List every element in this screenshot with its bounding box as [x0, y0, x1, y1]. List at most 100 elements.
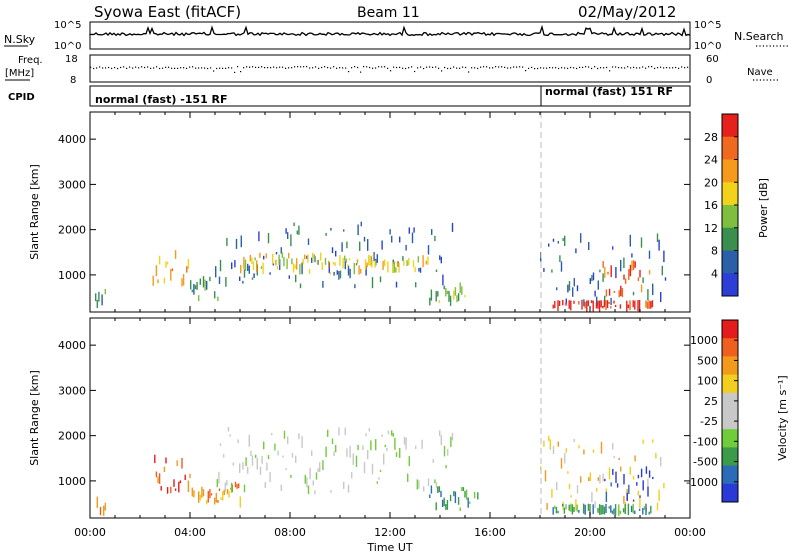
echo-cell: [623, 257, 625, 269]
echo-cell: [431, 229, 433, 235]
echo-cell: [206, 280, 208, 290]
freq-point: [360, 71, 362, 73]
freq-point: [297, 66, 299, 68]
freq-point: [657, 67, 659, 69]
echo-cell: [638, 508, 641, 511]
echo-cell: [255, 454, 257, 458]
colorbar-segment: [722, 320, 738, 339]
freq-point: [273, 66, 275, 68]
echo-cell: [552, 446, 555, 454]
echo-cell: [328, 260, 330, 269]
echo-cell: [622, 508, 625, 513]
echo-cell: [605, 491, 608, 503]
echo-cell: [439, 255, 441, 260]
echo-cell: [576, 485, 579, 494]
echo-cell: [629, 466, 631, 475]
echo-cell: [392, 262, 394, 274]
freq-point: [558, 67, 560, 70]
echo-cell: [176, 460, 178, 466]
echo-cell: [552, 238, 555, 242]
echo-cell: [589, 472, 591, 481]
freq-tick-top: 18: [65, 54, 78, 65]
freq-point: [504, 66, 506, 68]
echo-cell: [629, 234, 631, 247]
echo-cell: [224, 482, 226, 492]
echo-cell: [247, 466, 249, 474]
echo-cell: [202, 276, 205, 288]
freq-point: [375, 67, 377, 69]
echo-cell: [281, 252, 283, 258]
echo-cell: [639, 495, 641, 498]
colorbar-tick-label: 12: [704, 222, 718, 235]
echo-cell: [190, 280, 192, 290]
freq-point: [408, 67, 410, 69]
echo-cell: [259, 252, 261, 258]
echo-cell: [565, 448, 567, 453]
echo-cell: [398, 262, 400, 273]
freq-point: [636, 67, 638, 69]
echo-cell: [647, 486, 649, 497]
echo-cell: [231, 482, 233, 493]
echo-cell: [586, 300, 588, 312]
echo-cell: [204, 279, 206, 291]
echo-cell: [562, 238, 564, 241]
freq-point: [576, 67, 578, 70]
echo-cell: [600, 441, 603, 454]
echo-cell: [187, 480, 190, 493]
echo-cell: [624, 278, 627, 284]
freq-point: [336, 67, 338, 69]
echo-cell: [234, 260, 236, 268]
x-tick-label: 00:00: [74, 526, 106, 539]
echo-cell: [563, 507, 566, 514]
echo-cell: [602, 261, 604, 268]
echo-cell: [623, 274, 625, 280]
echo-cell: [602, 473, 604, 482]
freq-trace: [90, 66, 689, 73]
echo-cell: [411, 232, 414, 244]
freq-point: [282, 66, 284, 68]
y-tick-label: 3000: [58, 178, 86, 191]
echo-cell: [309, 467, 311, 480]
echo-cell: [215, 492, 217, 503]
echo-cell: [605, 503, 607, 514]
freq-point: [219, 67, 221, 69]
echo-cell: [209, 276, 211, 282]
echo-cell: [387, 430, 390, 435]
echo-cell: [634, 510, 636, 515]
freq-point: [453, 66, 455, 68]
noise-left-label: N.Sky: [4, 33, 36, 46]
echo-cell: [288, 252, 290, 259]
freq-point: [630, 67, 632, 69]
colorbar-segment: [722, 483, 738, 503]
echo-cell: [652, 476, 654, 480]
echo-cell: [628, 484, 630, 494]
echo-cell: [234, 481, 237, 488]
freq-point: [114, 67, 116, 69]
echo-cell: [166, 487, 169, 494]
echo-cell: [287, 436, 289, 445]
freq-label: Freq.: [18, 55, 43, 66]
echo-cell: [588, 477, 590, 482]
echo-cell: [591, 275, 593, 282]
freq-point: [432, 66, 434, 68]
echo-cell: [226, 489, 229, 495]
colorbar-tick-label: -500: [693, 456, 718, 469]
cpid-panel: CPID normal (fast) -151 RF normal (fast)…: [8, 85, 691, 107]
echo-cell: [575, 499, 577, 511]
echo-cell: [639, 497, 641, 509]
power-colorbar-label: Power [dB]: [757, 178, 770, 238]
echo-cell: [170, 269, 172, 281]
freq-point: [456, 67, 458, 69]
velocity-colorbar: 1000 500 100 25 -25 -100 -500 -1000: [686, 319, 739, 503]
freq-point: [240, 71, 242, 73]
noise-left-tick-bottom: 10^0: [54, 41, 81, 52]
freq-point: [501, 66, 503, 68]
echo-cell: [98, 291, 100, 302]
colorbar-tick-label: -25: [700, 415, 718, 428]
echo-cell: [347, 265, 350, 276]
freq-point: [303, 66, 305, 68]
echo-cell: [263, 441, 265, 450]
echo-cell: [216, 479, 218, 488]
echo-cell: [338, 271, 340, 280]
echo-cell: [434, 479, 436, 484]
